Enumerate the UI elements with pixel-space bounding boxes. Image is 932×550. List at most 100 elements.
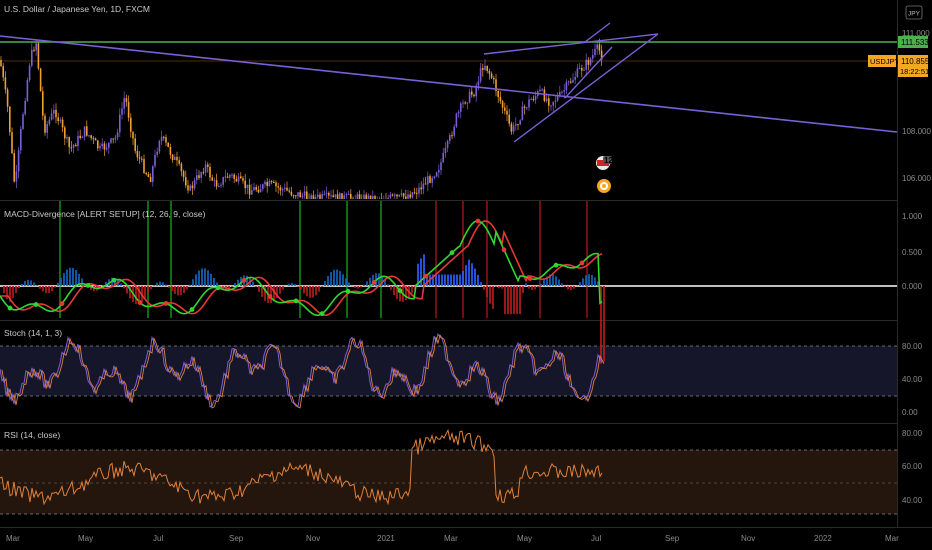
candle-body: [253, 187, 255, 191]
macd-histogram-bar: [210, 273, 212, 286]
candle-body: [110, 138, 112, 143]
candle-body: [594, 48, 596, 56]
macd-histogram-bar: [369, 277, 371, 286]
macd-histogram-bar: [246, 275, 248, 286]
candle-body: [339, 193, 341, 199]
candle-body: [330, 195, 332, 197]
macd-histogram-bar: [345, 278, 347, 286]
rsi-tick-60: 60.00: [902, 462, 923, 471]
macd-histogram-bar: [144, 286, 146, 299]
candle-body: [455, 113, 458, 127]
candle-body: [37, 43, 40, 69]
candle-body: [539, 89, 541, 92]
candle-body: [583, 69, 585, 71]
symbol-label-bg: [868, 55, 896, 67]
candle-body: [413, 192, 416, 194]
macd-histogram-bar: [129, 286, 131, 299]
macd-histogram-bar: [27, 279, 29, 286]
candle-body: [202, 172, 205, 174]
candle-body: [523, 106, 526, 108]
candle-body: [99, 146, 101, 149]
macd-cross-dot: [527, 276, 533, 281]
macd-tick-0: 0.000: [902, 282, 923, 291]
macd-histogram-bar: [363, 284, 365, 286]
candle-body: [407, 194, 409, 199]
macd-histogram-bar: [399, 286, 401, 302]
descending-trendline[interactable]: [0, 35, 898, 133]
candle-body: [323, 193, 326, 195]
dividend-event-badge[interactable]: [597, 179, 611, 193]
wedge-lower-line[interactable]: [564, 46, 613, 99]
candle-body: [328, 193, 330, 196]
macd-histogram-bar: [33, 282, 35, 286]
macd-histogram-bar: [396, 286, 398, 300]
candle-body: [554, 100, 557, 102]
macd-histogram-bar: [252, 281, 254, 286]
macd-histogram-bar: [588, 274, 590, 286]
candle-body: [435, 172, 438, 177]
candle-body: [477, 81, 480, 86]
candle-body: [515, 124, 517, 126]
currency-button[interactable]: JPY: [905, 5, 923, 20]
macd-histogram-bar: [3, 286, 5, 294]
candle-body: [174, 156, 176, 161]
candle-body: [570, 81, 572, 83]
candle-body: [317, 194, 319, 198]
candle-body: [519, 120, 521, 125]
macd-histogram-bar: [81, 278, 83, 286]
candle-body: [284, 187, 286, 190]
candle-body: [244, 180, 246, 189]
macd-layer: [0, 201, 605, 364]
macd-cross-dot: [501, 247, 507, 253]
candle-body: [585, 59, 587, 70]
candle-body: [156, 151, 158, 155]
candle-body: [420, 187, 422, 190]
macd-cross-dot: [579, 260, 585, 266]
earnings-event-badge[interactable]: 12: [596, 156, 613, 170]
candle-body: [451, 135, 453, 137]
candle-body: [200, 172, 202, 178]
wedge-upper-line[interactable]: [584, 22, 611, 43]
candle-body: [295, 195, 297, 197]
candle-body: [556, 95, 559, 101]
candle-body: [79, 135, 81, 139]
candle-body: [433, 176, 436, 178]
candle-body: [372, 196, 374, 199]
macd-histogram-bar: [315, 286, 317, 296]
macd-histogram-bar: [354, 286, 356, 289]
macd-histogram-bar: [519, 286, 521, 315]
candle-body: [116, 132, 119, 138]
candle-body: [224, 176, 227, 178]
candle-body: [589, 58, 592, 65]
level-label: 111.533: [901, 38, 929, 47]
macd-cross-dot: [553, 262, 559, 268]
channel-lower-line[interactable]: [513, 33, 659, 143]
candle-body: [77, 135, 79, 147]
channel-upper-line[interactable]: [483, 33, 659, 55]
price-tick-106: 106.000: [902, 174, 931, 183]
macd-histogram-bar: [573, 286, 575, 289]
macd-histogram-bar: [468, 259, 470, 286]
candle-body: [482, 68, 484, 70]
macd-histogram-bar: [393, 286, 395, 295]
rsi-layer: [0, 428, 603, 506]
macd-histogram-bar: [261, 286, 263, 297]
candle-body: [24, 100, 26, 115]
macd-histogram-bar: [204, 268, 206, 286]
candle-body: [176, 156, 178, 161]
macd-histogram-bar: [516, 286, 518, 315]
candle-body: [369, 195, 372, 199]
candle-body: [235, 178, 238, 182]
time-label: Sep: [229, 534, 244, 543]
macd-histogram-bar: [534, 286, 536, 290]
rsi-tick-40: 40.00: [902, 496, 923, 505]
rsi-tick-80: 80.00: [902, 429, 923, 438]
macd-histogram-bar: [183, 286, 185, 294]
candle-body: [141, 158, 143, 160]
candle-body: [11, 132, 13, 154]
macd-histogram-bar: [333, 269, 335, 286]
candle-body: [125, 98, 128, 102]
candle-body: [259, 189, 262, 193]
candle-body: [552, 101, 554, 106]
